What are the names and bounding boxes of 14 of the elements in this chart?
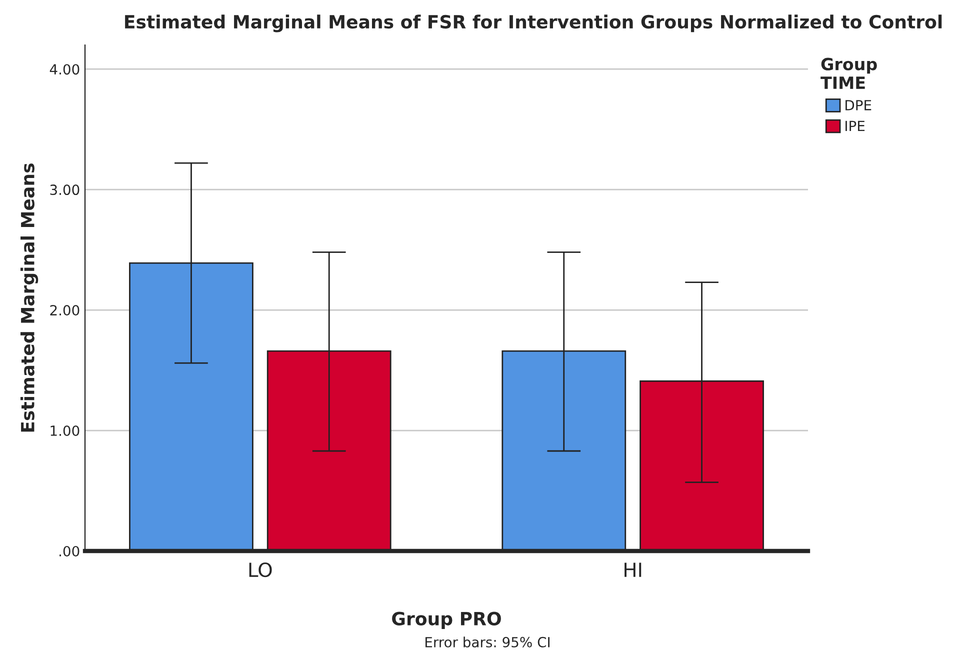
y-tick-label: 1.00	[50, 425, 80, 436]
x-tick-label: HI	[624, 562, 642, 577]
legend-title: Group TIME	[820, 58, 877, 89]
y-tick-label: 2.00	[50, 305, 80, 316]
y-tick-label: 3.00	[50, 184, 80, 196]
legend-label: DPE	[846, 100, 872, 110]
y-axis-title: Estimated Marginal Means	[20, 164, 38, 432]
chart-title: Estimated Marginal Means of FSR for Intervention Groups Normalized to Control	[125, 14, 942, 32]
x-axis-title: Group PRO	[392, 612, 501, 629]
x-tick-label: LO	[249, 562, 272, 578]
y-tick-label: 4.00	[50, 64, 80, 75]
y-tick-label: .00	[60, 546, 80, 556]
text: Error bars: 95% CI	[426, 636, 550, 648]
legend-label: IPE	[846, 120, 865, 132]
